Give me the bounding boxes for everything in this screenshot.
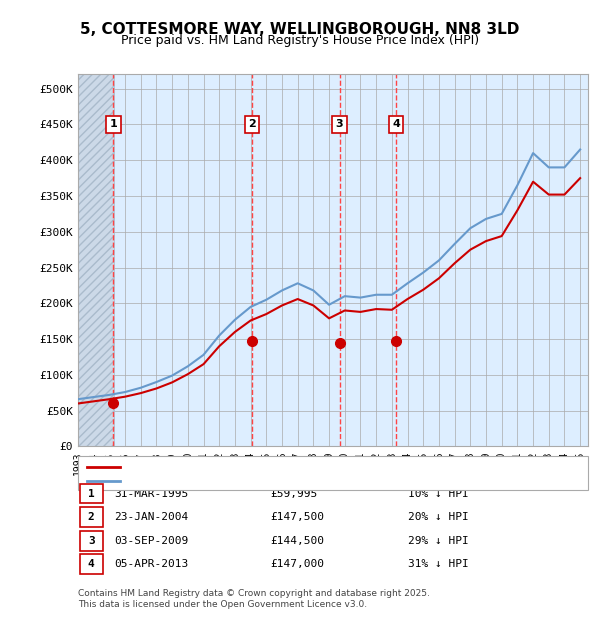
- Text: 2: 2: [88, 512, 95, 522]
- Text: 3: 3: [88, 536, 95, 546]
- Text: Price paid vs. HM Land Registry's House Price Index (HPI): Price paid vs. HM Land Registry's House …: [121, 34, 479, 47]
- Text: 1: 1: [88, 489, 95, 498]
- Text: 1: 1: [109, 120, 117, 130]
- Text: 23-JAN-2004: 23-JAN-2004: [114, 512, 188, 522]
- Text: 29% ↓ HPI: 29% ↓ HPI: [408, 536, 469, 546]
- Text: £59,995: £59,995: [270, 489, 317, 498]
- Text: £144,500: £144,500: [270, 536, 324, 546]
- Text: 10% ↓ HPI: 10% ↓ HPI: [408, 489, 469, 498]
- Text: 03-SEP-2009: 03-SEP-2009: [114, 536, 188, 546]
- Text: HPI: Average price, detached house, North Northamptonshire: HPI: Average price, detached house, Nort…: [123, 476, 401, 485]
- Bar: [78, 74, 114, 446]
- Text: 3: 3: [336, 120, 343, 130]
- Text: £147,000: £147,000: [270, 559, 324, 569]
- Text: 4: 4: [392, 120, 400, 130]
- Text: 2: 2: [248, 120, 256, 130]
- Text: 31-MAR-1995: 31-MAR-1995: [114, 489, 188, 498]
- Text: 4: 4: [88, 559, 95, 569]
- Text: 5, COTTESMORE WAY, WELLINGBOROUGH, NN8 3LD (detached house): 5, COTTESMORE WAY, WELLINGBOROUGH, NN8 3…: [123, 463, 439, 471]
- Text: £147,500: £147,500: [270, 512, 324, 522]
- Text: 31% ↓ HPI: 31% ↓ HPI: [408, 559, 469, 569]
- Text: 5, COTTESMORE WAY, WELLINGBOROUGH, NN8 3LD: 5, COTTESMORE WAY, WELLINGBOROUGH, NN8 3…: [80, 22, 520, 37]
- Text: 05-APR-2013: 05-APR-2013: [114, 559, 188, 569]
- Text: 20% ↓ HPI: 20% ↓ HPI: [408, 512, 469, 522]
- Text: Contains HM Land Registry data © Crown copyright and database right 2025.
This d: Contains HM Land Registry data © Crown c…: [78, 590, 430, 609]
